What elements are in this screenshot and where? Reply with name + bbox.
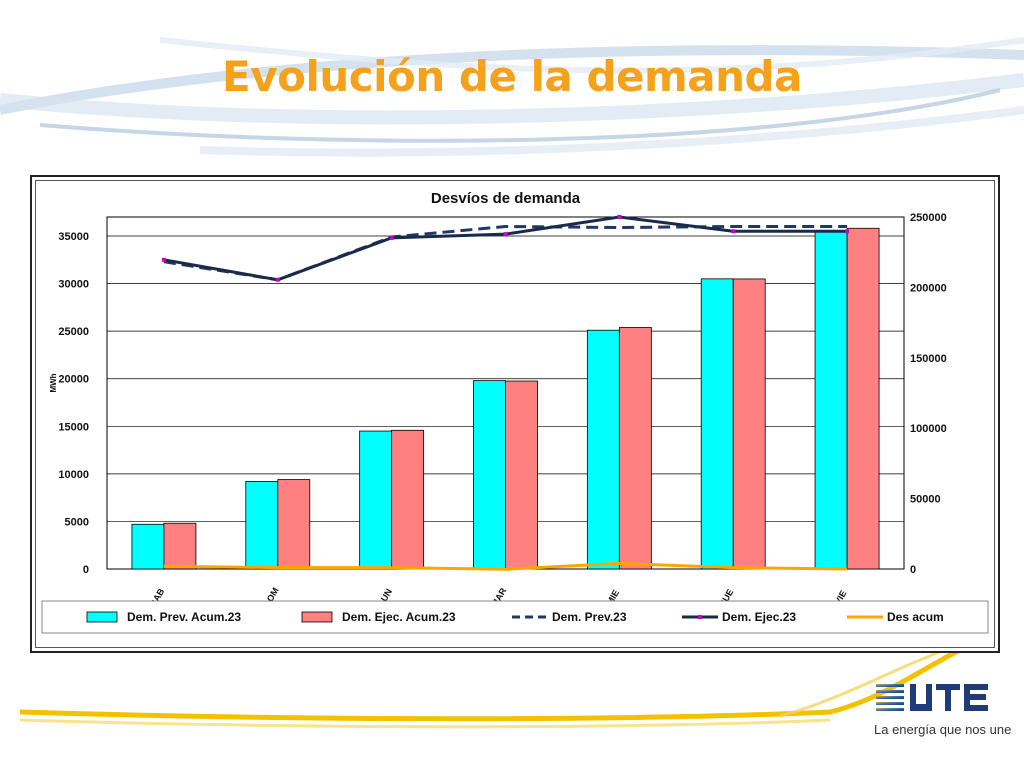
y-tick-label: 25000 (58, 326, 89, 338)
bar-ejec-acum (277, 479, 311, 570)
ute-logo-mark (876, 684, 988, 711)
demand-chart: Desvíos de demanda 0 5000 10000 15000 20000 25… (41, 190, 989, 634)
line-des-acum (163, 561, 848, 571)
legend-label: Dem. Prev. Acum.23 (127, 610, 241, 624)
y-tick-label: 15000 (58, 421, 89, 433)
legend-label: Dem. Prev.23 (552, 610, 627, 624)
legend-swatch (301, 611, 333, 623)
ute-logo: La energía que nos une (874, 680, 1014, 740)
bar-ejec-acum (505, 380, 538, 570)
line-dem-ejec-point (731, 229, 736, 234)
chart-title: Desvíos de demanda (431, 190, 581, 207)
line-dem-ejec-point (161, 257, 166, 262)
bar-ejec-acum (391, 429, 425, 570)
y2-tick-label: 150000 (910, 353, 947, 365)
bar-ejec-acum (618, 327, 652, 570)
line-dem-ejec-point (389, 235, 394, 240)
bar-ejec-acum (846, 227, 880, 570)
y2-tick-label: 250000 (910, 212, 947, 224)
bar-prev-acum (814, 230, 848, 570)
bar-prev-acum (700, 278, 734, 570)
y-tick-label: 0 (83, 564, 89, 576)
bar-prev-acum (131, 523, 165, 570)
line-dem-ejec-point (275, 277, 280, 282)
y2-tick-label: 200000 (910, 282, 947, 294)
y-tick-label: 35000 (58, 231, 89, 243)
chart-inner-border (35, 180, 995, 648)
y-tick-label: 20000 (58, 374, 89, 386)
legend-marker (698, 615, 702, 619)
legend-label: Dem. Ejec. Acum.23 (342, 610, 456, 624)
y-tick-label: 30000 (58, 279, 89, 291)
bar-ejec-acum (732, 278, 766, 570)
bar-prev-acum (473, 380, 506, 570)
line-dem-ejec-point (503, 232, 508, 237)
y2-tick-label: 100000 (910, 423, 947, 435)
y-tick-label: 5000 (65, 516, 89, 528)
y-axis-label: MWh (49, 373, 58, 392)
line-dem-ejec-point (845, 229, 850, 234)
legend-label: Dem. Ejec.23 (722, 610, 796, 624)
line-dem-ejec-point (617, 215, 622, 219)
y-tick-label: 10000 (58, 469, 89, 481)
bar-prev-acum (586, 329, 620, 570)
y2-tick-label: 50000 (910, 494, 941, 506)
bar-ejec-acum (163, 522, 197, 570)
bar-prev-acum (245, 481, 279, 570)
legend-label: Des acum (887, 610, 944, 624)
logo-tagline: La energía que nos une (874, 722, 1012, 737)
bar-prev-acum (359, 430, 393, 570)
chart-frame: Desvíos de demanda 0 5000 10000 15000 20000 25… (30, 175, 1000, 653)
legend-swatch (86, 611, 118, 623)
y2-tick-label: 0 (910, 564, 916, 576)
slide-title: Evolución de la demanda (222, 52, 802, 101)
